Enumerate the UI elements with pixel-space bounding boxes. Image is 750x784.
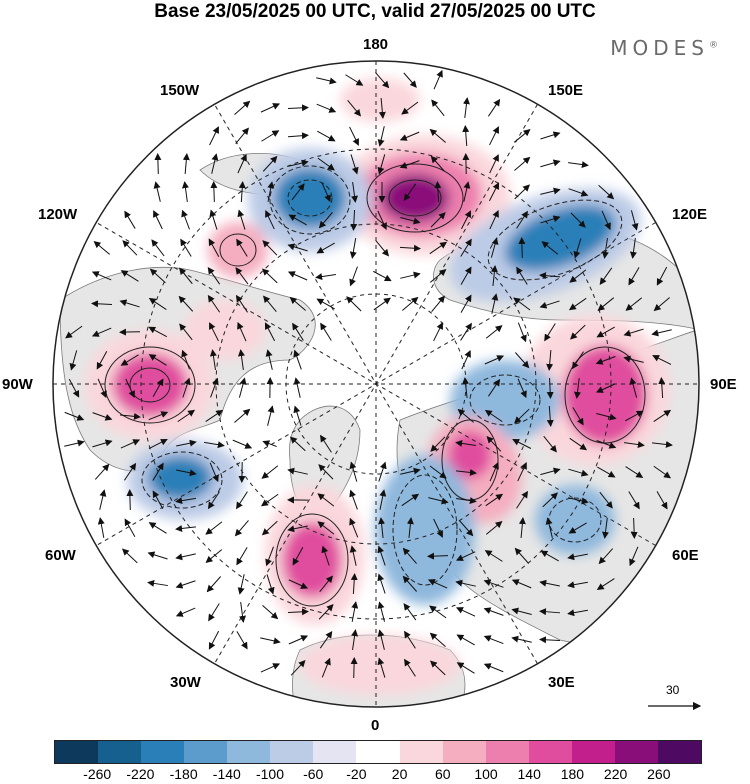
lon-label-120e: 120E [672, 206, 707, 223]
colorbar-bin [184, 741, 227, 763]
anomaly-positive-90w-core [112, 353, 188, 417]
lon-label-30e: 30E [548, 674, 575, 691]
colorbar-tick-label: 220 [604, 766, 627, 782]
colorbar-bin [227, 741, 270, 763]
colorbar-tick-label: 180 [561, 766, 584, 782]
colorbar-bin [270, 741, 313, 763]
colorbar-bin [443, 741, 486, 763]
colorbar-bin [572, 741, 615, 763]
lon-label-120w: 120W [38, 206, 77, 223]
lon-label-180: 180 [363, 36, 388, 53]
anomaly-positive-0-south [300, 635, 460, 695]
colorbar [54, 740, 702, 764]
lon-label-30w: 30W [170, 674, 201, 691]
colorbar-tick-label: -140 [213, 766, 241, 782]
lon-label-150e: 150E [548, 82, 583, 99]
colorbar-tick-label: -100 [256, 766, 284, 782]
anomaly-positive-140w [208, 222, 268, 278]
colorbar-tick-label: -260 [83, 766, 111, 782]
wind-vector-arrow [158, 154, 159, 174]
lon-label-0: 0 [371, 717, 379, 734]
anomaly-negative-70w-core [148, 456, 212, 500]
lon-label-150w: 150W [160, 82, 199, 99]
vector-scale-label: 30 [666, 683, 679, 697]
wind-vector-arrow [130, 490, 131, 510]
colorbar-bin [486, 741, 529, 763]
anomaly-positive-170w [340, 78, 420, 122]
wind-vector-arrow [354, 658, 355, 678]
colorbar-bin [529, 741, 572, 763]
colorbar-tick-label: 100 [474, 766, 497, 782]
colorbar-tick-labels: -260 -220 -180 -140 -100 -60 -20 20 60 100 140 180 2… [0, 766, 750, 784]
colorbar-bin [658, 741, 701, 763]
colorbar-bin [141, 741, 184, 763]
wind-vector-arrow [522, 238, 523, 258]
lon-label-60e: 60E [672, 547, 699, 564]
colorbar-bin [400, 741, 443, 763]
colorbar-tick-label: 140 [518, 766, 541, 782]
colorbar-bin [356, 741, 399, 763]
colorbar-bin [55, 741, 98, 763]
wind-vector-arrow [428, 556, 448, 557]
colorbar-bin [313, 741, 356, 763]
colorbar-tick-label: -60 [303, 766, 323, 782]
colorbar-bin [615, 741, 658, 763]
lon-label-90e: 90E [710, 376, 737, 393]
lon-label-90w: 90W [2, 376, 33, 393]
colorbar-tick-label: -220 [126, 766, 154, 782]
colorbar-tick-label: -180 [170, 766, 198, 782]
colorbar-tick-label: -20 [346, 766, 366, 782]
anomaly-negative-160w-core [274, 168, 346, 228]
colorbar-tick-label: 260 [647, 766, 670, 782]
anomaly-positive-110w [185, 300, 265, 360]
colorbar-tick-label: 20 [392, 766, 408, 782]
colorbar-tick-label: 60 [435, 766, 451, 782]
lon-label-60w: 60W [45, 547, 76, 564]
colorbar-bin [98, 741, 141, 763]
